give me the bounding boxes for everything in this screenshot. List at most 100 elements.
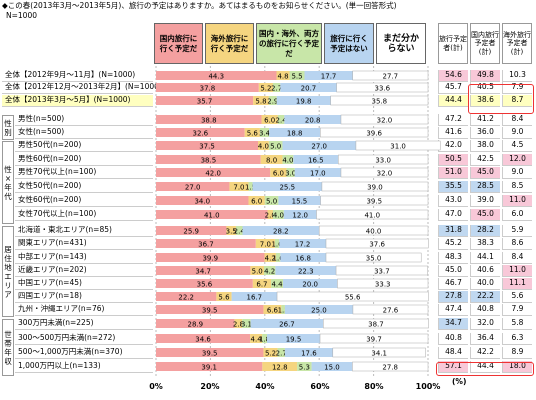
bar-segment <box>261 115 278 124</box>
data-label: 6.6 <box>267 307 279 315</box>
bar-segment <box>156 239 256 248</box>
domestic-traveler-value: 38.3 <box>470 238 500 250</box>
data-label: 3.5 <box>226 228 237 236</box>
header-none-label: 旅行に行く予定はない <box>330 33 368 53</box>
data-label: 18.8 <box>287 130 303 138</box>
bar-segment <box>156 155 261 164</box>
bar-segment <box>226 226 236 235</box>
data-label: 19.8 <box>296 98 312 106</box>
overseas-traveler-value: 5.6 <box>502 291 532 303</box>
bar-segment <box>325 238 429 249</box>
bar-segment <box>280 83 337 92</box>
bar-segment <box>272 210 284 219</box>
data-label: 39.5 <box>202 350 218 358</box>
bar-segment <box>258 141 269 150</box>
bar-segment <box>253 96 269 105</box>
row-label: 男性70代以上(n=100) <box>15 167 153 179</box>
overseas-traveler-value: 8.9 <box>502 347 532 359</box>
data-label: 15.5 <box>292 198 308 206</box>
total-traveler-value: 48.3 <box>438 252 468 264</box>
data-label: 27.7 <box>383 73 399 81</box>
header-none: 旅行に行く予定はない <box>324 23 374 64</box>
bar-segment <box>277 348 285 357</box>
highlight-box-top <box>468 84 534 114</box>
bar-segment <box>286 168 295 177</box>
header-undecided-label: まだ分からない <box>382 33 419 54</box>
data-label: 7.0 <box>260 241 271 249</box>
data-label: 39.5 <box>366 198 382 206</box>
data-label: 19.5 <box>286 336 302 344</box>
bar-segment <box>271 279 284 288</box>
header-col-overseas: 海外旅行予定者(計) <box>502 23 532 64</box>
bar-segment <box>156 253 265 262</box>
overseas-traveler-value: 8.7 <box>502 95 532 107</box>
data-label: 27.0 <box>185 184 201 192</box>
group-area-label: 居住地エリア <box>4 244 12 299</box>
data-label: 35.0 <box>366 255 382 263</box>
overseas-traveler-value: 5.8 <box>502 318 532 330</box>
header-col-total: 旅行予定者(計) <box>438 23 468 64</box>
overseas-traveler-value: 18.0 <box>502 361 532 373</box>
question-text: ◆この春(2013年3月～2013年5月)、旅行の予定はありますか。あてはまるも… <box>2 1 397 10</box>
data-label: 22.3 <box>298 268 314 276</box>
bar-segment <box>252 182 322 191</box>
bar-segment <box>284 305 353 314</box>
total-traveler-value: 57.1 <box>438 361 468 373</box>
data-label: 2.9 <box>267 98 278 106</box>
bar-segment <box>340 167 429 178</box>
header-overseas-label: 海外旅行に行く予定だ <box>210 33 249 53</box>
bar-segment <box>352 70 429 81</box>
overseas-traveler-value: 12.0 <box>502 154 532 166</box>
data-label: 34.6 <box>195 336 211 344</box>
row-label: 北海道・東北エリア(n=85) <box>15 225 153 237</box>
bar-segment <box>229 182 249 191</box>
total-traveler-value: 34.7 <box>438 318 468 330</box>
header-domestic: 国内旅行に行く予定だ <box>154 23 203 64</box>
bar-segment <box>156 182 230 191</box>
data-label: 42.0 <box>205 170 221 178</box>
data-label: 33.3 <box>375 281 391 289</box>
data-label: 15.0 <box>324 364 340 372</box>
header-overseas: 海外旅行に行く予定だ <box>205 23 254 64</box>
bar-segment <box>156 266 251 275</box>
bar-segment <box>340 114 429 125</box>
data-label: 1.5 <box>245 184 256 192</box>
data-label: 27.6 <box>383 307 399 315</box>
data-label: 38.5 <box>201 157 217 165</box>
overseas-traveler-value: 11.0 <box>502 195 532 207</box>
data-label: 4.4 <box>251 336 263 344</box>
bar-segment <box>268 96 277 105</box>
domestic-traveler-value: 49.8 <box>470 70 500 82</box>
overseas-traveler-value: 6.0 <box>502 209 532 221</box>
domestic-traveler-value: 32.0 <box>470 318 500 330</box>
domestic-traveler-value: 45.0 <box>470 209 500 221</box>
data-label: 1.6 <box>271 241 283 249</box>
bar-segment <box>318 225 429 236</box>
data-label: 4.0 <box>273 212 284 220</box>
data-label: 1.8 <box>259 336 270 344</box>
bar-segment <box>156 71 277 80</box>
x-tick-80: 80% <box>364 382 384 391</box>
bar-segment <box>262 334 267 343</box>
row-label: 全体【2013年3月～5月】(N=1000) <box>2 95 153 107</box>
domestic-traveler-value: 42.5 <box>470 154 500 166</box>
data-label: 17.2 <box>295 241 311 249</box>
overseas-traveler-value: 8.6 <box>502 238 532 250</box>
bar-segment <box>325 252 422 263</box>
bar-segment <box>263 266 276 275</box>
data-label: 41.0 <box>204 212 220 220</box>
row-label: 男性(n=500) <box>15 114 153 126</box>
data-label: 32.6 <box>193 130 209 138</box>
bar-segment <box>282 141 356 150</box>
header-both-label: 国内・海外、両方の旅行に行く予定だ <box>259 28 319 58</box>
data-label: 35.7 <box>197 98 213 106</box>
bar-segment <box>156 141 258 150</box>
sample-size: N=1000 <box>6 11 37 20</box>
bar-segment <box>304 71 353 80</box>
bar-segment <box>156 292 217 301</box>
data-label: 7.0 <box>233 184 244 192</box>
bar-segment <box>282 155 294 164</box>
data-label: 5.0 <box>266 198 277 206</box>
bar-segment <box>279 239 326 248</box>
bar-segment <box>260 155 283 164</box>
